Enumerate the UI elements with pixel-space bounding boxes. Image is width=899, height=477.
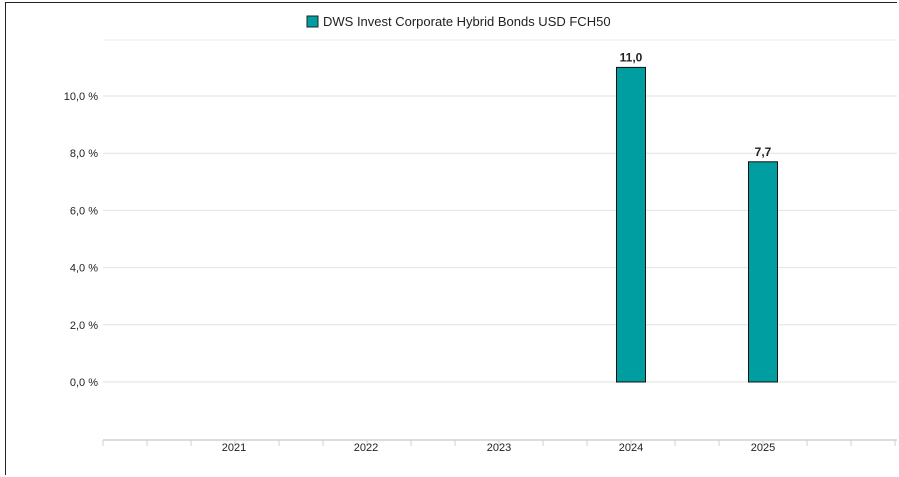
- x-tick-label: 2023: [487, 442, 511, 454]
- chart-legend: DWS Invest Corporate Hybrid Bonds USD FC…: [306, 14, 611, 29]
- y-tick-label: 0,0 %: [70, 377, 98, 389]
- x-tick-label: 2025: [751, 442, 775, 454]
- x-tick-label: 2021: [222, 442, 246, 454]
- y-tick-label: 2,0 %: [70, 320, 98, 332]
- data-label: 11,0: [620, 50, 643, 64]
- y-tick-label: 8,0 %: [70, 148, 98, 160]
- bar: [616, 66, 646, 383]
- bar-series: 11,0 7,7: [616, 50, 778, 383]
- y-tick-label: 10,0 %: [64, 91, 98, 103]
- x-tick-label: 2024: [619, 442, 643, 454]
- y-axis-ticks: 0,0 % 2,0 % 4,0 % 6,0 % 8,0 % 10,0 %: [64, 91, 98, 389]
- y-tick-label: 4,0 %: [70, 263, 98, 275]
- bar: [748, 161, 778, 383]
- legend-label: DWS Invest Corporate Hybrid Bonds USD FC…: [323, 14, 611, 29]
- data-label: 7,7: [755, 145, 772, 159]
- x-axis: 2021 2022 2023 2024 2025: [102, 439, 897, 454]
- y-tick-label: 6,0 %: [70, 205, 98, 217]
- legend-swatch: [306, 15, 319, 28]
- x-tick-label: 2022: [354, 442, 378, 454]
